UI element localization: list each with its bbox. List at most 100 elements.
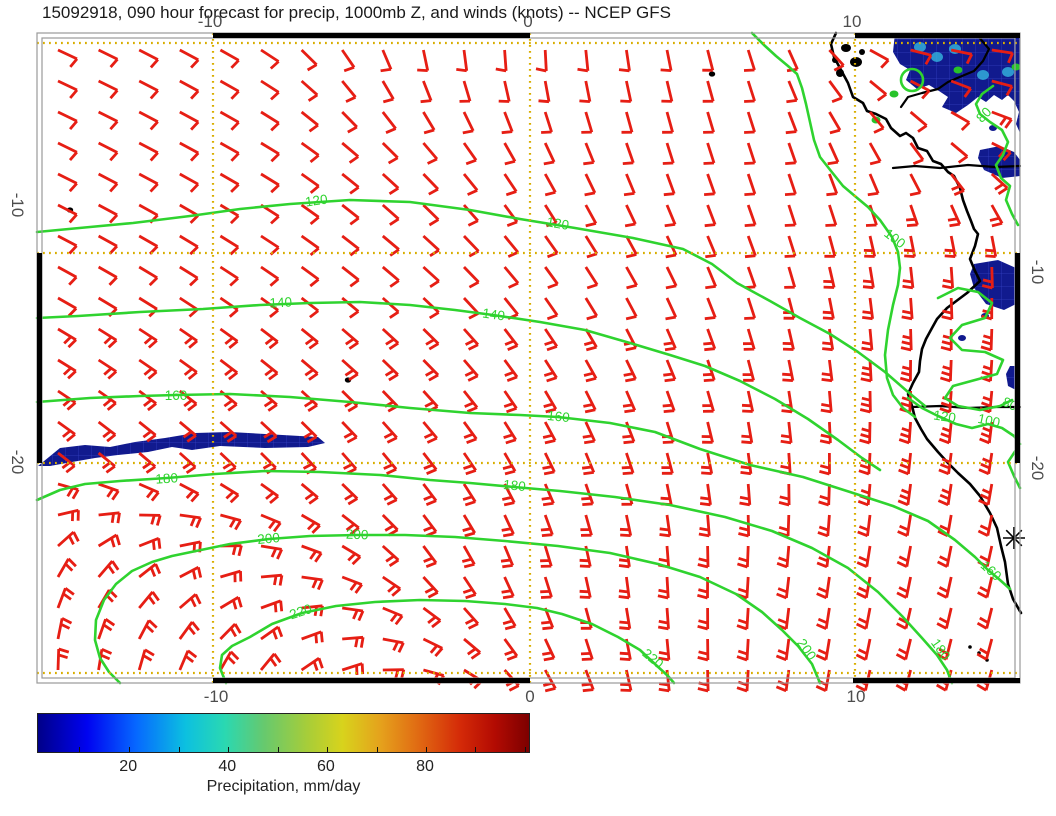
wind-barb (341, 358, 359, 381)
wind-barb (657, 607, 670, 631)
wind-barb (341, 421, 358, 444)
wind-barb (219, 234, 240, 256)
wind-barb (950, 110, 971, 131)
wind-barb (895, 638, 912, 661)
colorbar-tick (326, 747, 328, 752)
wind-barb (381, 514, 399, 537)
wind-barb (542, 421, 557, 445)
wind-barb (422, 483, 438, 506)
wind-barb (898, 452, 912, 476)
wind-barb (98, 482, 120, 501)
wind-barb (896, 576, 912, 599)
wind-barb (501, 514, 515, 538)
wind-barb (341, 203, 360, 226)
wind-barb (950, 173, 966, 196)
wind-barb (544, 328, 559, 352)
wind-barb (300, 296, 320, 319)
wind-barb (459, 80, 472, 103)
wind-barb (503, 235, 519, 258)
frame-black-top (213, 33, 530, 38)
wind-barb (341, 234, 360, 257)
wind-barb (56, 647, 70, 671)
wind-barb (97, 203, 119, 224)
wind-barb (544, 297, 559, 321)
wind-barb (382, 637, 405, 653)
wind-barb (702, 390, 715, 413)
frame-black-left (37, 253, 42, 463)
wind-barb (776, 576, 791, 600)
wind-barb (705, 266, 717, 290)
wind-barb (623, 173, 636, 197)
wind-barb (625, 266, 638, 290)
wind-barb (57, 358, 77, 380)
wind-barb (300, 265, 320, 288)
tick-label-bottom-0: 0 (525, 687, 535, 706)
wind-barb (939, 359, 953, 383)
wind-barb (300, 482, 319, 505)
wind-barb (382, 606, 404, 626)
wind-barb (138, 265, 159, 287)
wind-barb (661, 452, 674, 475)
country-border (899, 34, 991, 109)
colorbar-caption: Precipitation, mm/day (206, 778, 361, 795)
precip-heavy-spot (931, 52, 943, 62)
wind-barb (178, 649, 198, 671)
tick-label-top-0: 0 (523, 12, 533, 31)
wind-barb (584, 266, 599, 290)
wind-barb (620, 80, 633, 103)
wind-barb (260, 389, 278, 412)
precip-green-spot (889, 90, 899, 98)
wind-barb (380, 49, 393, 73)
star-spoke (1005, 529, 1023, 547)
wind-barb (462, 235, 480, 258)
wind-barb (980, 328, 994, 352)
contour-label-220: 220 (288, 601, 314, 622)
wind-barb (138, 79, 159, 100)
wind-barb (619, 514, 633, 537)
wind-barb (381, 142, 399, 165)
wind-barb (178, 389, 198, 412)
wind-barb (219, 327, 239, 349)
wind-barb (857, 483, 872, 507)
wind-barb (260, 48, 280, 70)
wind-barb (869, 79, 888, 102)
wind-barb (462, 297, 480, 320)
frame-black-bottom (213, 678, 530, 683)
wind-barb (422, 234, 440, 257)
wind-barb (860, 359, 873, 383)
wind-barb (178, 621, 200, 640)
wind-barb (342, 606, 365, 622)
wind-barb (782, 359, 795, 382)
frame-outer (36, 32, 1021, 684)
wind-barb (663, 359, 677, 383)
wind-barb (543, 173, 557, 197)
wind-barb (703, 142, 716, 165)
wind-barb (300, 358, 319, 381)
wind-barb (179, 203, 199, 224)
wind-barb (341, 265, 360, 288)
wind-barb (784, 173, 797, 196)
wind-barb (381, 390, 399, 413)
figure-title: 15092918, 090 hour forecast for precip, … (42, 3, 671, 22)
wind-barb (936, 545, 953, 568)
wind-barb (581, 111, 594, 134)
wind-barb (977, 576, 994, 599)
lat-lon-gridlines (37, 33, 1020, 683)
colorbar-tick (228, 747, 230, 752)
wind-barb (825, 204, 838, 227)
wind-barb (909, 110, 928, 133)
wind-barb (828, 49, 845, 72)
coast-islet (841, 44, 851, 52)
wind-barb (822, 328, 835, 352)
wind-barb (662, 142, 675, 165)
wind-barb (260, 141, 280, 163)
wind-barb (57, 530, 80, 548)
wind-barb (501, 111, 514, 135)
wind-barb (501, 576, 515, 600)
wind-barb (778, 483, 791, 507)
wind-barb (422, 203, 440, 227)
wind-barb (855, 638, 872, 661)
wind-barb (462, 576, 477, 600)
wind-barb (784, 204, 797, 227)
wind-barb (936, 607, 953, 630)
